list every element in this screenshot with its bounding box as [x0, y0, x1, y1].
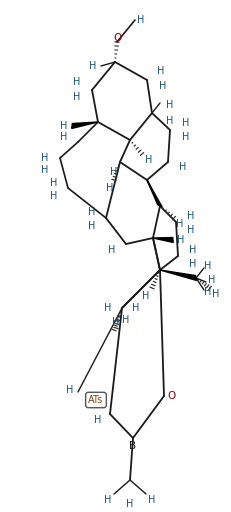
- Text: H: H: [66, 385, 74, 395]
- Text: H: H: [159, 81, 167, 91]
- Text: H: H: [73, 92, 81, 102]
- Text: O: O: [168, 391, 176, 401]
- Text: H: H: [106, 183, 114, 193]
- Text: H: H: [148, 495, 156, 505]
- Text: H: H: [182, 132, 190, 142]
- Polygon shape: [153, 238, 173, 243]
- Polygon shape: [72, 122, 98, 129]
- Text: H: H: [176, 219, 184, 229]
- Text: H: H: [108, 245, 116, 255]
- Text: H: H: [89, 61, 97, 71]
- Text: H: H: [212, 289, 220, 299]
- Text: H: H: [145, 155, 153, 165]
- Text: H: H: [60, 121, 68, 131]
- Text: H: H: [204, 261, 212, 271]
- Text: H: H: [187, 211, 195, 221]
- Text: H: H: [94, 415, 102, 425]
- Text: H: H: [110, 167, 118, 177]
- Text: H: H: [132, 303, 140, 313]
- Text: B: B: [129, 441, 137, 451]
- Text: H: H: [157, 66, 165, 76]
- Text: H: H: [189, 259, 197, 269]
- Text: H: H: [142, 291, 150, 301]
- Text: H: H: [73, 77, 81, 87]
- Text: H: H: [179, 162, 187, 172]
- Text: H: H: [104, 495, 112, 505]
- Text: H: H: [208, 275, 216, 285]
- Text: H: H: [204, 287, 212, 297]
- Text: H: H: [104, 303, 112, 313]
- Text: H: H: [189, 245, 197, 255]
- Text: H: H: [50, 191, 58, 201]
- Text: H: H: [137, 15, 145, 25]
- Polygon shape: [147, 180, 162, 207]
- Polygon shape: [160, 270, 197, 281]
- Text: H: H: [88, 221, 96, 231]
- Text: H: H: [177, 235, 185, 245]
- Text: H: H: [187, 225, 195, 235]
- Text: H: H: [41, 153, 49, 163]
- Text: H: H: [112, 317, 120, 327]
- Text: H: H: [166, 100, 174, 110]
- Text: ATs: ATs: [88, 395, 104, 405]
- Text: H: H: [182, 118, 190, 128]
- Text: H: H: [60, 132, 68, 142]
- Text: O: O: [113, 33, 121, 43]
- Text: H: H: [41, 165, 49, 175]
- Text: H: H: [126, 499, 134, 509]
- Text: H: H: [122, 315, 130, 325]
- Text: H: H: [88, 207, 96, 217]
- Text: H: H: [50, 178, 58, 188]
- Text: H: H: [166, 116, 174, 126]
